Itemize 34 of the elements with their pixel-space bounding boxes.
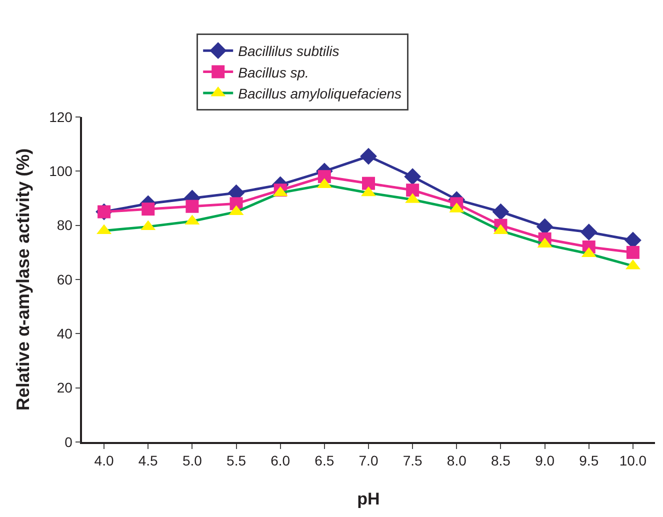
x-tick-label: 6.0 [270, 452, 290, 469]
x-tick-label: 6.5 [314, 452, 334, 469]
y-tick-label: 40 [56, 326, 73, 342]
x-tick-label: 8.0 [446, 452, 467, 469]
legend-label: Bacillilus subtilis [238, 43, 340, 60]
x-tick-label: 4.0 [94, 452, 114, 469]
x-tick-label: 10.0 [619, 452, 647, 469]
point [142, 202, 155, 216]
y-tick-label: 80 [56, 217, 73, 234]
x-tick-label: 5.0 [182, 452, 202, 469]
point [580, 224, 598, 241]
point [406, 184, 420, 197]
point [360, 148, 377, 165]
y-tick-label: 120 [49, 108, 73, 125]
point [362, 176, 375, 190]
point [492, 203, 510, 220]
x-tick-label: 9.5 [579, 452, 599, 469]
point [626, 246, 640, 259]
x-tick-label: 9.0 [535, 452, 555, 469]
y-tick-label: 100 [49, 163, 73, 180]
legend-label: Bacillus amyloliquefaciens [238, 85, 402, 102]
y-tick-label: 60 [56, 271, 73, 288]
point [404, 168, 422, 186]
x-tick-label: 8.5 [490, 452, 511, 469]
y-tick-label: 0 [64, 434, 73, 450]
y-axis-title: Relative α-amylase activity (%) [12, 148, 33, 411]
x-axis-title: pH [357, 489, 380, 508]
x-tick-label: 7.5 [402, 452, 423, 469]
y-tick-label: 20 [56, 380, 73, 396]
point [186, 200, 199, 213]
x-tick-label: 5.5 [226, 452, 246, 469]
legend-label: Bacillus sp. [238, 64, 309, 80]
x-tick-label: 4.5 [138, 452, 158, 469]
x-tick-label: 7.0 [358, 452, 378, 469]
